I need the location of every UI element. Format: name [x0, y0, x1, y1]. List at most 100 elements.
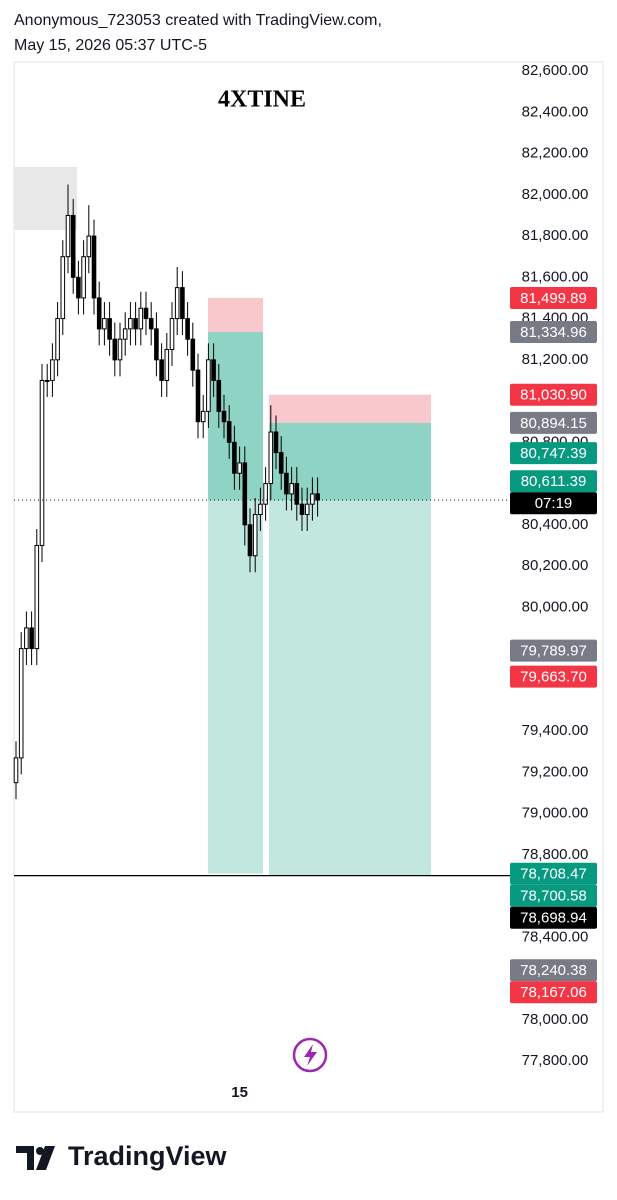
y-tick-label: 79,000.00 [522, 805, 589, 822]
y-tick-label: 80,200.00 [522, 557, 589, 574]
candle-body [76, 276, 81, 299]
y-tick-label: 82,200.00 [522, 145, 589, 162]
price-tag: 78,167.06 [520, 984, 587, 1001]
price-tag: 80,747.39 [520, 445, 587, 462]
price-tag: 79,663.70 [520, 669, 587, 686]
y-tick-label: 81,200.00 [522, 351, 589, 368]
price-tag-bg [510, 470, 597, 493]
price-tag: 79,789.97 [520, 643, 587, 660]
candle-body [284, 472, 289, 495]
candle-body [154, 328, 159, 361]
chart-title: 4XTINE [218, 87, 306, 113]
price-tag: 80,894.15 [520, 415, 587, 432]
candle-body [247, 524, 253, 557]
y-tick-label: 82,400.00 [522, 103, 589, 120]
brand: TradingView [68, 1141, 228, 1171]
price-tag: 78,700.58 [520, 888, 587, 905]
price-tag: 81,030.90 [520, 387, 587, 404]
date: May 15, 2026 05:37 UTC-5 [14, 37, 207, 54]
y-tick-label: 77,800.00 [522, 1052, 589, 1069]
price-tag-bg [510, 411, 597, 434]
candle-body [211, 359, 216, 381]
candle-body [206, 359, 211, 412]
candle-body [138, 307, 144, 330]
stop-zone [208, 297, 263, 332]
price-tag-bg [510, 665, 597, 688]
candle-body [294, 483, 300, 505]
candle-body [216, 379, 222, 412]
candle-body [18, 648, 24, 759]
logo[interactable]: TradingView [16, 1141, 228, 1171]
price-tag-bg [510, 906, 597, 929]
assistant-icon[interactable] [292, 1037, 328, 1073]
candle-body [91, 235, 97, 299]
candle-body [268, 431, 274, 485]
candle-body [252, 514, 258, 557]
countdown-tag-bg [510, 492, 597, 515]
candle-body [278, 452, 284, 474]
candle-body [232, 441, 237, 474]
candle-body [273, 431, 279, 454]
price-tag: 78,698.94 [520, 910, 587, 927]
candle-body [65, 214, 71, 258]
price-tag: 81,334.96 [520, 324, 587, 341]
y-tick-label: 81,800.00 [522, 227, 589, 244]
price-tag-bg [510, 320, 597, 343]
price-tag: 80,611.39 [521, 473, 587, 490]
countdown-tag: 07:19 [535, 495, 573, 512]
y-tick-label: 78,800.00 [522, 846, 589, 863]
candle-body [237, 462, 242, 474]
price-tag: 78,708.47 [520, 866, 587, 883]
price-tag-bg [510, 383, 597, 406]
candle-body [299, 503, 305, 516]
price-tag-bg [510, 884, 597, 907]
candle-body [143, 307, 149, 320]
price-tag-bg [510, 286, 597, 309]
candle-body [96, 297, 102, 330]
candle-body [117, 338, 123, 361]
candle-body [122, 328, 128, 340]
candle-body [34, 544, 40, 650]
candle-body [221, 410, 227, 423]
y-tick-label: 79,400.00 [522, 722, 589, 739]
candle-body [148, 318, 154, 330]
candle-body [44, 379, 50, 382]
y-tick-label: 78,000.00 [522, 1011, 589, 1028]
candle-body [304, 503, 310, 516]
price-tag-bg [510, 981, 597, 1004]
candle-body [13, 757, 19, 784]
candle-body [39, 379, 45, 546]
candle-body [190, 338, 196, 371]
candle-body [128, 318, 133, 330]
candle-body [169, 318, 175, 351]
candle-body [55, 318, 60, 361]
y-tick-label: 81,600.00 [522, 268, 589, 285]
candle-body [102, 318, 107, 330]
candle-body [86, 235, 92, 258]
y-tick-label: 82,000.00 [522, 186, 589, 203]
price-tag: 81,499.89 [520, 290, 587, 307]
candle-body [70, 214, 76, 278]
candle-body [180, 287, 185, 320]
candle-body [226, 421, 232, 443]
candle-body [200, 410, 206, 423]
candle-body [112, 338, 118, 361]
candle-body [81, 256, 86, 299]
stop-zone [269, 394, 431, 423]
candle-body [242, 462, 248, 526]
y-tick-label: 78,400.00 [522, 928, 589, 945]
y-tick-label: 79,200.00 [522, 763, 589, 780]
candle-body [133, 318, 138, 330]
price-tag-bg [510, 959, 597, 982]
price-tag-bg [510, 442, 597, 465]
candle-body [310, 493, 315, 505]
candle-body [29, 627, 34, 650]
price-tag: 78,240.38 [520, 962, 587, 979]
price-tag-bg [510, 862, 597, 885]
author: Anonymous_723053 created with TradingVie… [14, 12, 382, 29]
candle-body [195, 369, 201, 423]
y-tick-label: 80,000.00 [522, 598, 589, 615]
y-tick-label: 80,400.00 [522, 516, 589, 533]
